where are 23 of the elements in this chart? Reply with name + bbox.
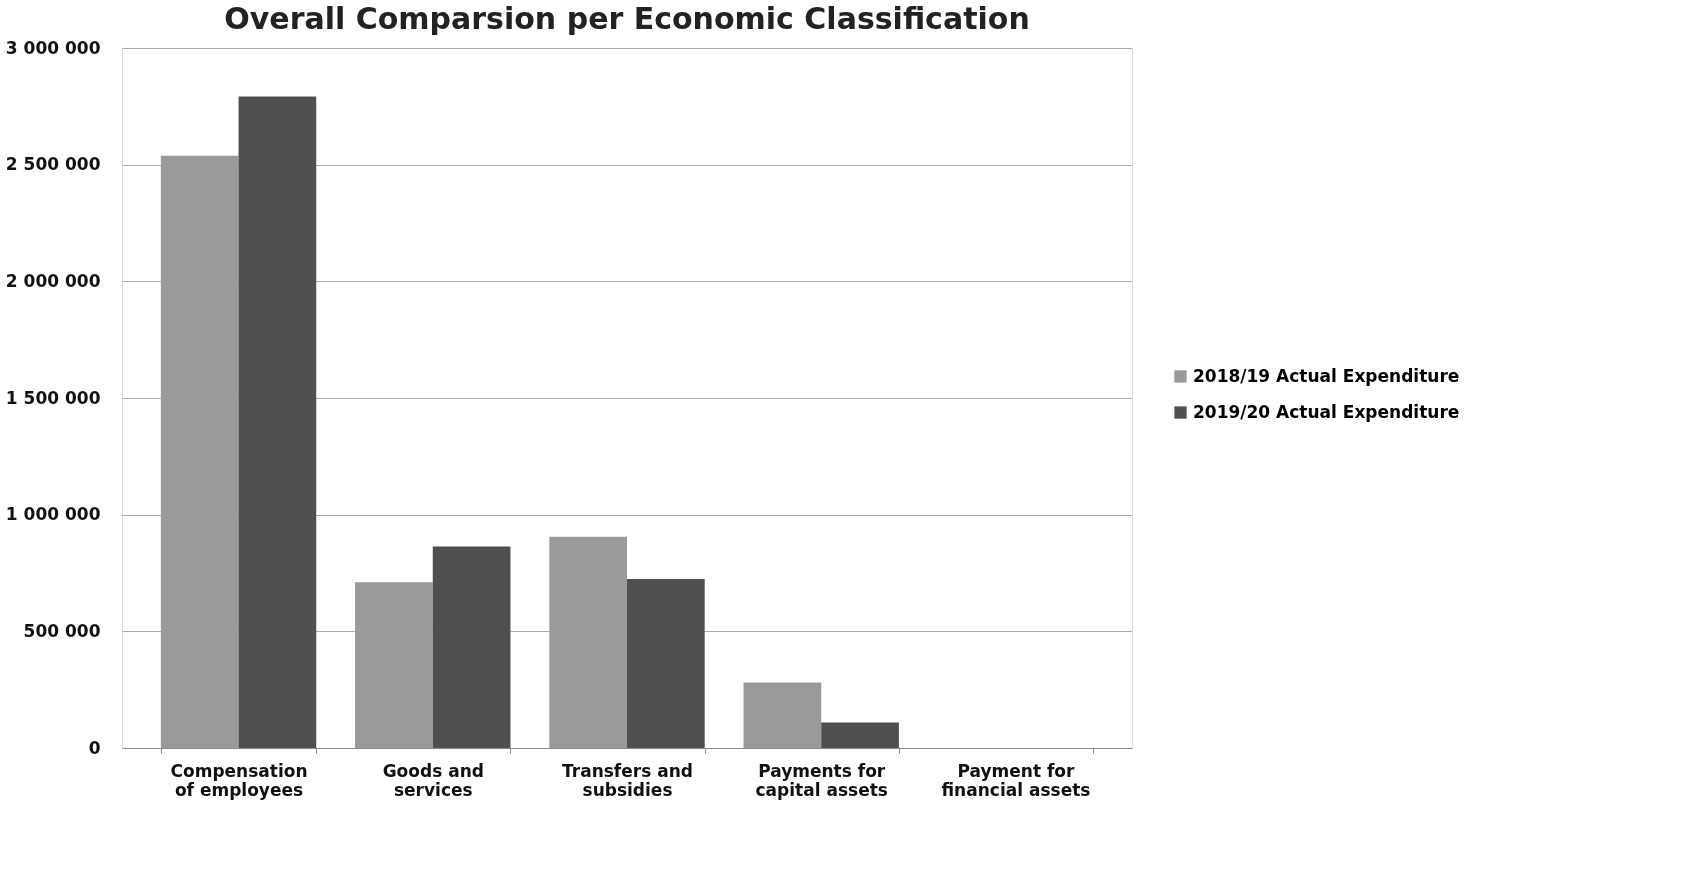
legend-label: 2019/20 Actual Expenditure — [1193, 401, 1460, 422]
x-tick-label: Payments for capital assets — [755, 760, 888, 800]
y-tick-label: 1 500 000 — [5, 387, 101, 408]
bar — [432, 546, 511, 748]
x-tick-label: Transfers and subsidies — [562, 760, 693, 800]
y-tick-label: 1 000 000 — [5, 504, 101, 525]
chart-title: Overall Comparsion per Economic Classification — [224, 1, 1030, 36]
x-tick-label: Goods and services — [382, 760, 484, 800]
bar — [743, 682, 822, 748]
x-tick-label: Compensation of employees — [170, 760, 308, 800]
legend-label: 2018/19 Actual Expenditure — [1193, 365, 1460, 386]
x-tick-label: Payment for financial assets — [941, 760, 1091, 800]
y-tick-label: 2 000 000 — [5, 270, 101, 291]
y-tick-label: 3 000 000 — [5, 37, 101, 58]
bar — [160, 155, 239, 748]
y-tick-label: 0 — [88, 737, 101, 758]
bar — [355, 582, 433, 748]
y-tick-label: 2 500 000 — [5, 154, 101, 175]
bar — [627, 579, 705, 748]
bar — [821, 722, 899, 748]
bar — [549, 536, 627, 748]
bar — [238, 96, 317, 748]
y-tick-label: 500 000 — [23, 620, 101, 641]
